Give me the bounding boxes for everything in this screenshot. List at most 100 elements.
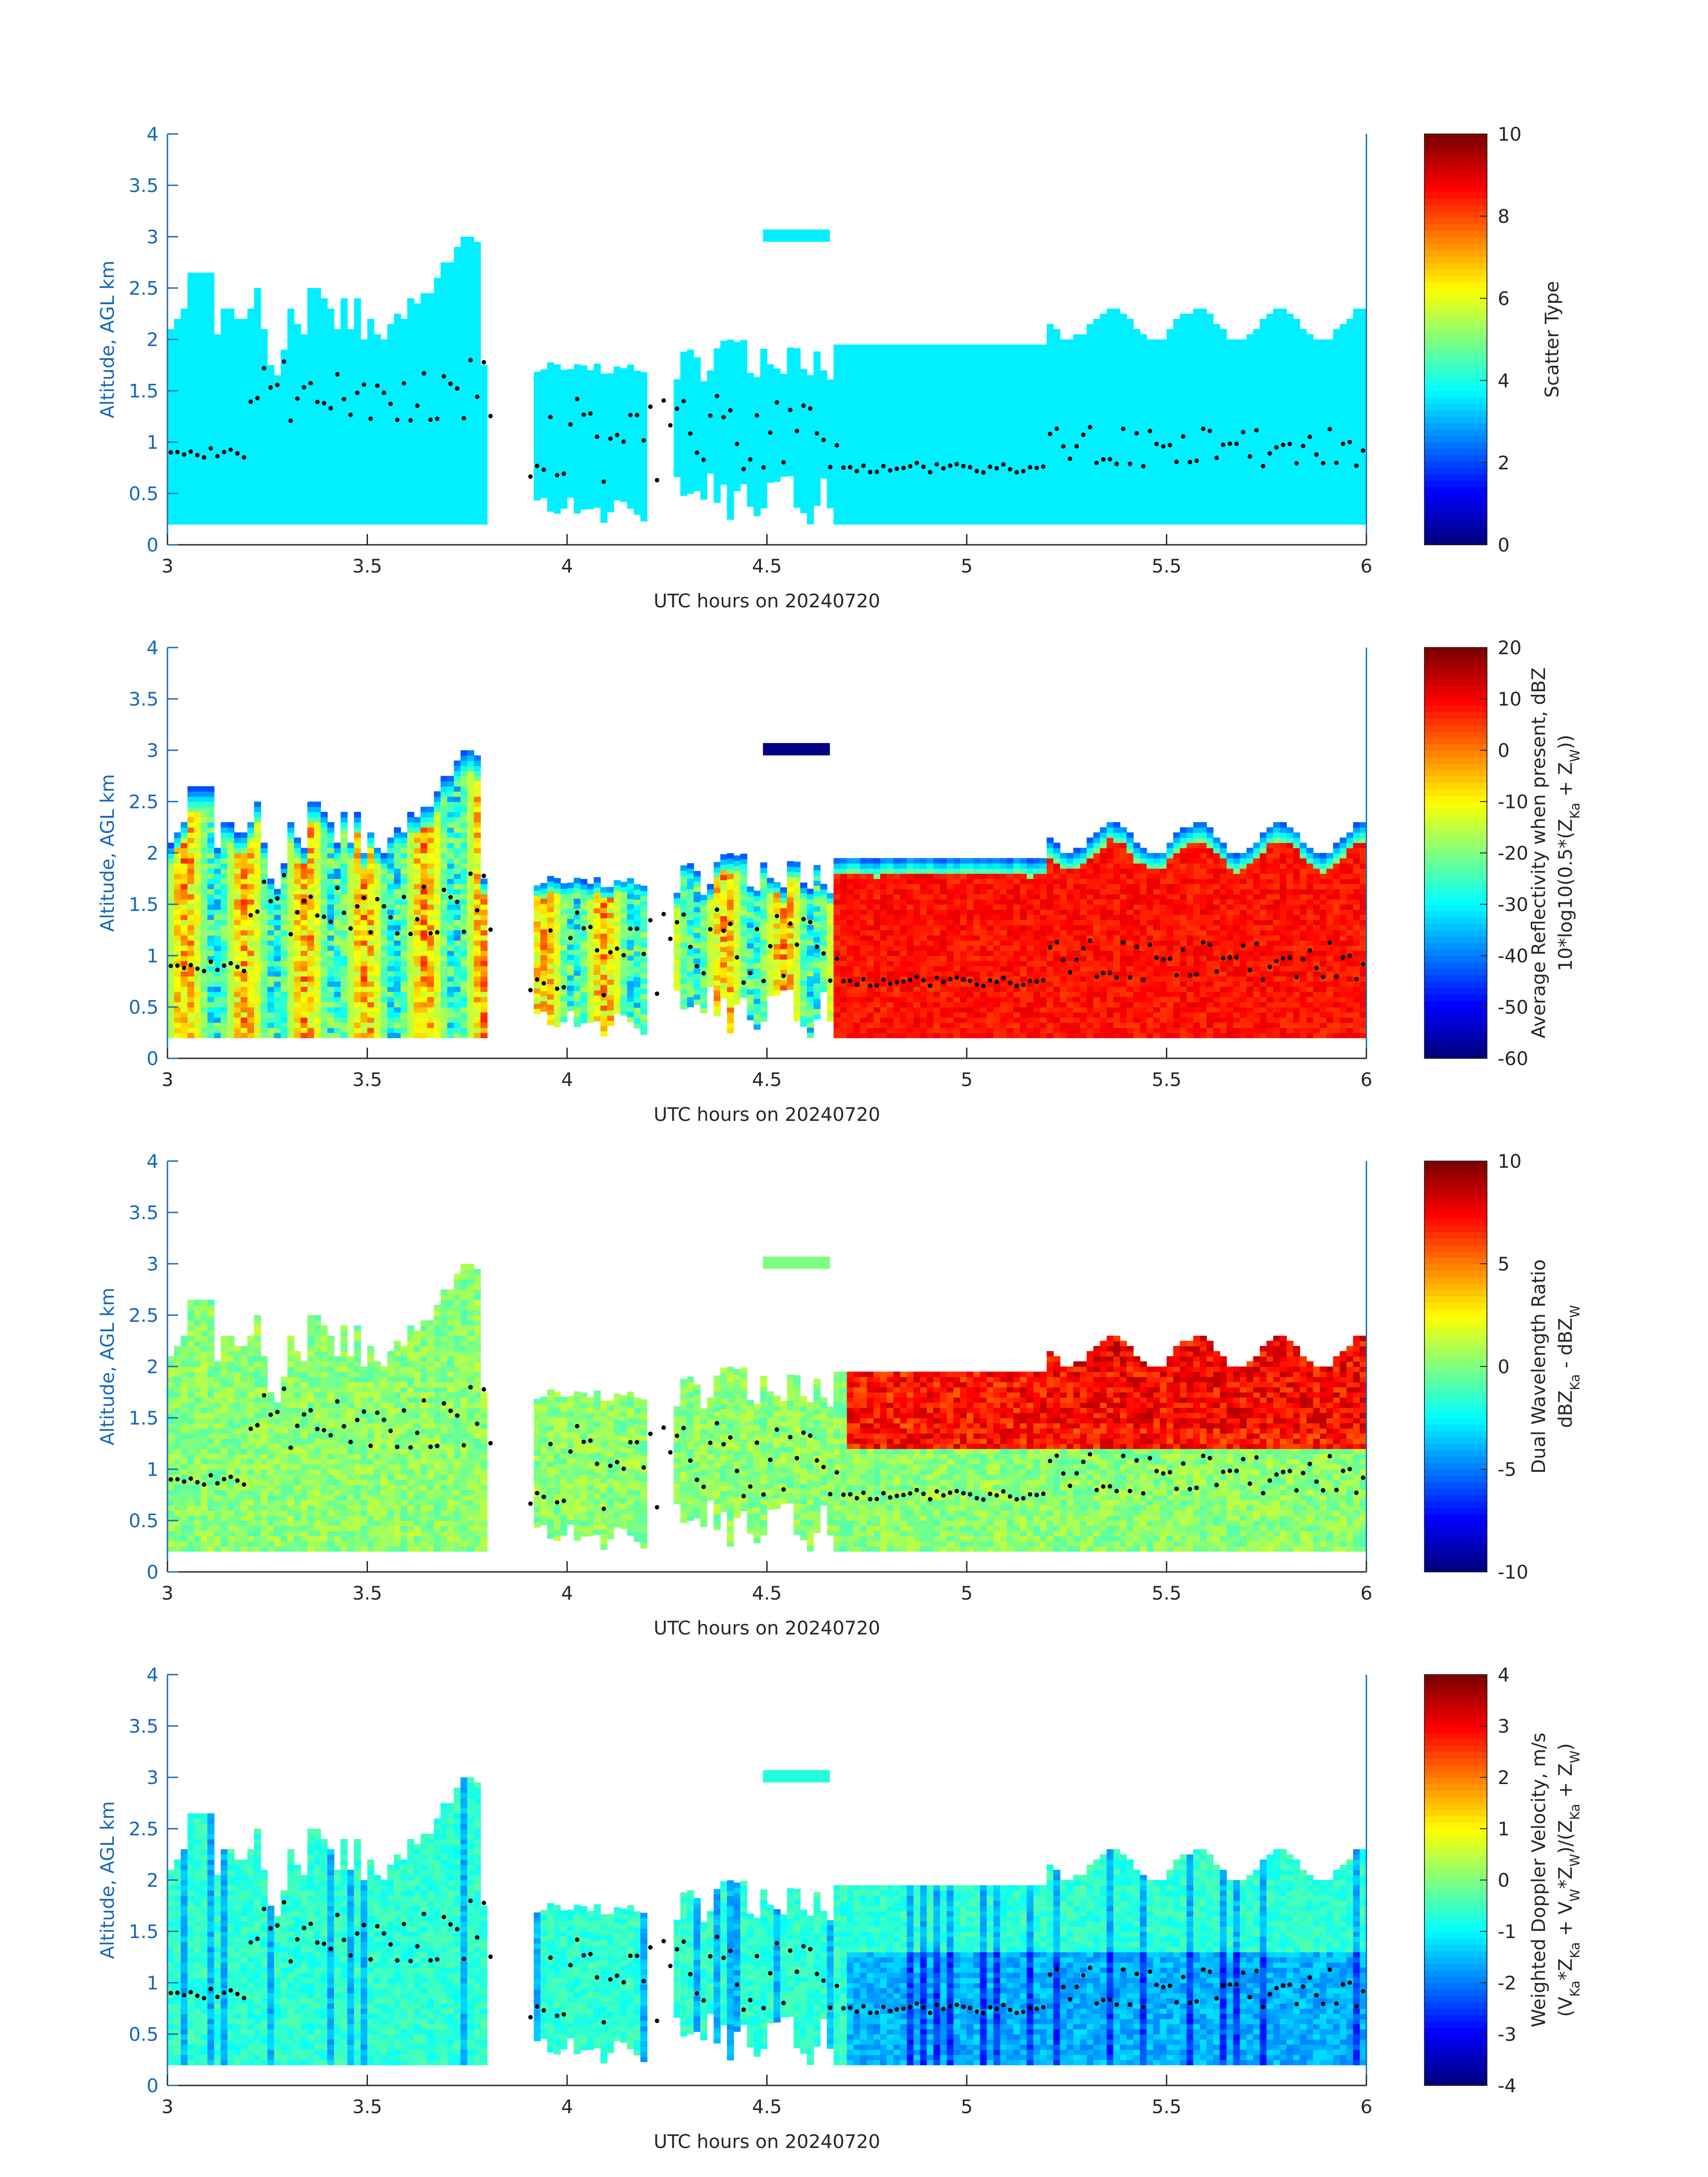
colorbar-tick-label: 2 <box>1498 452 1510 474</box>
x-tick-label: 4.5 <box>752 1069 782 1091</box>
colorbar-tick-label: -2 <box>1498 1972 1516 1994</box>
colorbar-tick-label: 10 <box>1498 123 1521 145</box>
y-tick-label: 2.5 <box>129 1818 159 1840</box>
y-tick-label: 3 <box>146 1253 159 1275</box>
colorbar-tick-label: -30 <box>1498 894 1528 915</box>
heatmap-cells <box>167 230 1367 525</box>
x-tick-label: 3 <box>162 1582 174 1604</box>
colorbar-tick-label: -1 <box>1498 1921 1516 1943</box>
y-tick-label: 0.5 <box>129 1510 159 1532</box>
colorbar-tick-label: 8 <box>1498 205 1510 227</box>
colorbar-label: Average Reflectivity when present, dBZ <box>1528 667 1549 1038</box>
y-tick-label: 0.5 <box>129 996 159 1018</box>
y-axis-label: Altitude, AGL km <box>96 774 118 932</box>
x-tick-label: 4 <box>561 1582 573 1604</box>
x-tick-label: 5 <box>961 2096 973 2118</box>
y-tick-label: 4 <box>146 1664 159 1686</box>
y-tick-label: 1.5 <box>129 1921 159 1943</box>
colorbar: -10 -5 0 5 10 Dual Wavelength Ratio dBZKa - dB… <box>1424 1150 1583 1583</box>
colorbar-tick-label: 5 <box>1498 1253 1510 1275</box>
x-tick-label: 3.5 <box>352 1069 382 1091</box>
y-tick-label: 3.5 <box>129 1202 159 1224</box>
colorbar-tick-label: 20 <box>1498 637 1521 659</box>
y-tick-label: 0.5 <box>129 483 159 505</box>
colorbar-tick-label: -3 <box>1498 2023 1516 2045</box>
colorbar-tick-label: -50 <box>1498 996 1528 1018</box>
heatmap-cells <box>167 743 1367 1038</box>
y-tick-label: 4 <box>146 637 159 659</box>
x-tick-label: 5.5 <box>1152 1069 1182 1091</box>
colorbar-label: (VKa*ZKa + VW*ZW)/(ZKa + ZW) <box>1554 1743 1583 2017</box>
colorbar-tick-label: -10 <box>1498 1561 1528 1583</box>
colorbar-label: Scatter Type <box>1541 281 1563 397</box>
y-tick-label: 2.5 <box>129 277 159 299</box>
x-tick-label: 3 <box>162 1069 174 1091</box>
y-tick-label: 2 <box>146 842 159 864</box>
x-axis-label: UTC hours on 20240720 <box>654 2131 881 2152</box>
x-tick-label: 6 <box>1361 555 1373 577</box>
y-tick-label: 3.5 <box>129 688 159 710</box>
colorbar-tick-label: 2 <box>1498 1767 1510 1788</box>
x-tick-label: 6 <box>1361 1069 1373 1091</box>
colorbar-tick-label: 6 <box>1498 288 1510 309</box>
heatmap-cells <box>167 1257 1367 1552</box>
x-tick-label: 3.5 <box>352 555 382 577</box>
colorbar-label: Weighted Doppler Velocity, m/s <box>1528 1733 1549 2027</box>
y-tick-label: 0 <box>146 1048 159 1070</box>
x-tick-label: 4.5 <box>752 555 782 577</box>
x-tick-label: 5 <box>961 555 973 577</box>
y-tick-label: 4 <box>146 1150 159 1172</box>
y-tick-label: 1 <box>146 945 159 967</box>
y-tick-label: 3.5 <box>129 1715 159 1737</box>
x-axis-label: UTC hours on 20240720 <box>654 590 881 612</box>
colorbar-label: 10*log10(0.5*(ZKa + ZW)) <box>1554 735 1583 971</box>
y-axis-label: Altitude, AGL km <box>96 260 118 418</box>
y-tick-label: 1.5 <box>129 894 159 915</box>
y-tick-label: 2 <box>146 329 159 351</box>
y-tick-label: 0 <box>146 1561 159 1583</box>
x-tick-label: 5.5 <box>1152 1582 1182 1604</box>
colorbar-tick-label: 4 <box>1498 370 1510 392</box>
colorbar-tick-label: 0 <box>1498 1356 1510 1378</box>
colorbar-tick-label: -5 <box>1498 1458 1516 1480</box>
x-tick-label: 5.5 <box>1152 2096 1182 2118</box>
colorbar-tick-label: -60 <box>1498 1048 1528 1070</box>
x-tick-label: 4 <box>561 555 573 577</box>
x-tick-label: 3.5 <box>352 1582 382 1604</box>
x-tick-label: 5 <box>961 1582 973 1604</box>
colorbar-tick-label: 0 <box>1498 534 1510 556</box>
y-tick-label: 0 <box>146 534 159 556</box>
y-tick-label: 2.5 <box>129 1304 159 1326</box>
y-axis-label: Altitude, AGL km <box>96 1801 118 1959</box>
colorbar-tick-label: 10 <box>1498 1150 1521 1172</box>
x-tick-label: 4.5 <box>752 2096 782 2118</box>
colorbar: 0 2 4 6 8 10 Scatter Type <box>1424 123 1563 556</box>
y-tick-label: 1.5 <box>129 1407 159 1429</box>
y-tick-label: 1 <box>146 1972 159 1994</box>
colorbar-tick-label: 4 <box>1498 1664 1510 1686</box>
y-tick-label: 2 <box>146 1869 159 1891</box>
x-tick-label: 4 <box>561 1069 573 1091</box>
x-axis-label: UTC hours on 20240720 <box>654 1617 881 1639</box>
y-tick-label: 0.5 <box>129 2023 159 2045</box>
colorbar-tick-label: 0 <box>1498 1869 1510 1891</box>
colorbar-tick-label: -4 <box>1498 2075 1516 2097</box>
x-tick-label: 5.5 <box>1152 555 1182 577</box>
y-tick-label: 3 <box>146 740 159 761</box>
y-tick-label: 1.5 <box>129 380 159 402</box>
colorbar-tick-label: -10 <box>1498 791 1528 813</box>
y-tick-label: 3 <box>146 226 159 248</box>
x-tick-label: 5 <box>961 1069 973 1091</box>
colorbar-label: dBZKa - dBZW <box>1554 1305 1583 1428</box>
x-tick-label: 6 <box>1361 1582 1373 1604</box>
x-tick-label: 4.5 <box>752 1582 782 1604</box>
x-tick-label: 6 <box>1361 2096 1373 2118</box>
y-axis-label: Altitude, AGL km <box>96 1287 118 1445</box>
colorbar-label: Dual Wavelength Ratio <box>1528 1259 1549 1474</box>
colorbar-tick-label: 3 <box>1498 1715 1510 1737</box>
